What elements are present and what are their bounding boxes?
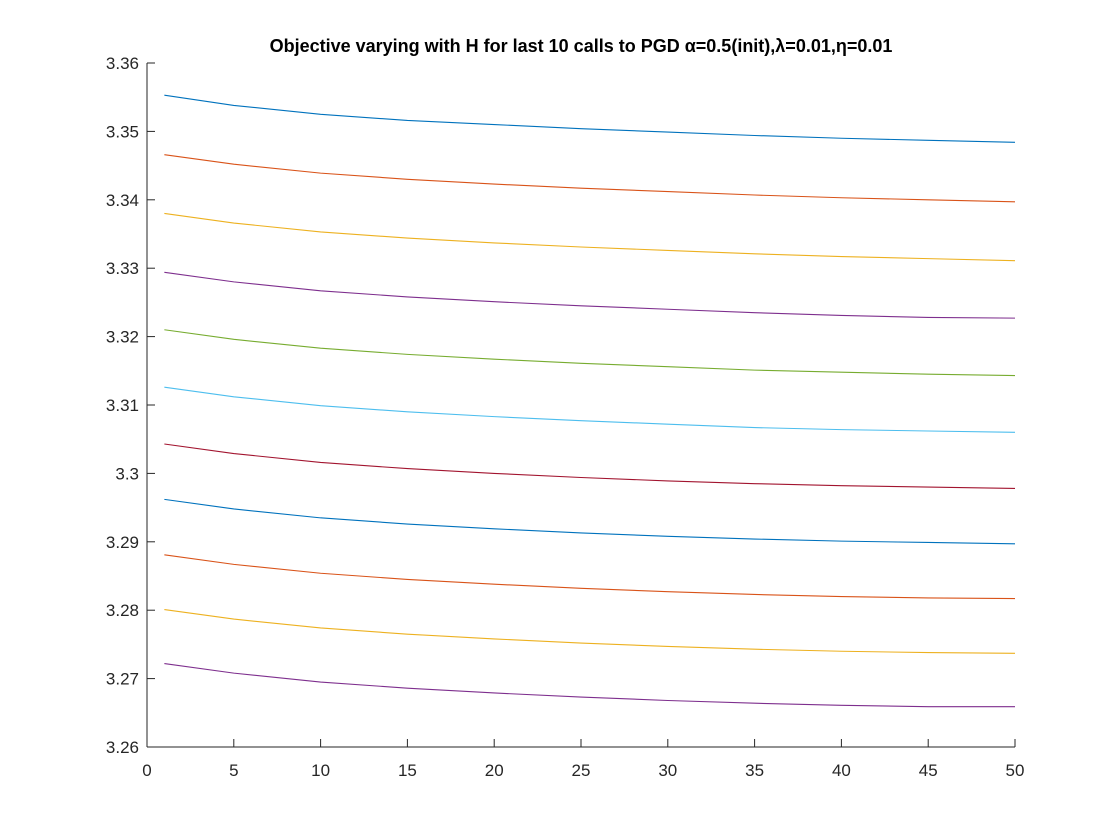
x-tick-label: 5 bbox=[229, 761, 238, 780]
series-line-6 bbox=[164, 386, 1016, 433]
y-tick-label: 3.35 bbox=[106, 122, 139, 141]
x-tick-label: 25 bbox=[572, 761, 591, 780]
series-line-1 bbox=[164, 94, 1016, 143]
x-tick-label: 50 bbox=[1006, 761, 1025, 780]
x-tick-label: 30 bbox=[658, 761, 677, 780]
y-tick-label: 3.32 bbox=[106, 328, 139, 347]
series-line-4 bbox=[164, 271, 1016, 319]
y-tick-label: 3.3 bbox=[115, 464, 139, 483]
y-tick-label: 3.34 bbox=[106, 191, 139, 210]
series-line-2 bbox=[164, 154, 1016, 203]
x-tick-label: 40 bbox=[832, 761, 851, 780]
y-tick-label: 3.27 bbox=[106, 670, 139, 689]
series-line-8 bbox=[164, 498, 1016, 545]
series-line-7 bbox=[164, 443, 1016, 489]
series-line-5 bbox=[164, 329, 1016, 377]
y-tick-label: 3.28 bbox=[106, 601, 139, 620]
y-tick-label: 3.31 bbox=[106, 396, 139, 415]
series-line-11 bbox=[164, 663, 1015, 708]
x-tick-label: 35 bbox=[745, 761, 764, 780]
x-tick-label: 45 bbox=[919, 761, 938, 780]
x-tick-label: 0 bbox=[142, 761, 151, 780]
y-tick-label: 3.36 bbox=[106, 54, 139, 73]
x-tick-label: 20 bbox=[485, 761, 504, 780]
y-tick-label: 3.29 bbox=[106, 533, 139, 552]
y-tick-label: 3.26 bbox=[106, 738, 139, 757]
x-tick-label: 15 bbox=[398, 761, 417, 780]
series-line-9 bbox=[164, 554, 1016, 600]
plot-area: 0 5 10 15 20 25 30 35 40 45 503.263.273.283.293.33… bbox=[106, 54, 1025, 780]
y-tick-label: 3.33 bbox=[106, 259, 139, 278]
x-tick-label: 10 bbox=[311, 761, 330, 780]
series-line-3 bbox=[164, 212, 1016, 262]
series-line-10 bbox=[164, 608, 1016, 654]
chart-title: Objective varying with H for last 10 cal… bbox=[269, 36, 893, 56]
